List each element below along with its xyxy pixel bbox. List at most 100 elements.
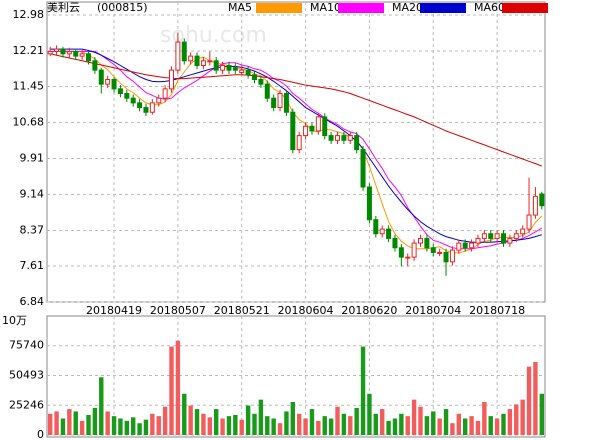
candle-body [79,53,85,57]
volume-bar [411,399,417,435]
x-tick-label: 20180419 [86,304,142,317]
ma-line [50,51,543,250]
volume-bar [373,413,379,435]
volume-bar [322,416,327,435]
candle-body [386,228,392,239]
candle-body [411,242,417,258]
y-tick-label: 12.21 [13,44,45,57]
volume-bar [501,413,506,435]
candle-body [379,228,385,235]
price-frame [46,1,546,303]
y-tick-label: 12.98 [13,8,45,21]
candle-body [277,93,283,109]
volume-bar [213,409,219,435]
x-tick-label: 20180507 [150,304,206,317]
volume-bar [386,420,391,435]
y-tick-label: 7.61 [20,259,45,272]
y-tick-label: 25246 [9,398,44,411]
legend-label: MA60 [474,1,505,14]
volume-bar [309,409,315,435]
volume-bar [456,413,462,435]
candle-body [271,97,277,109]
candle-body [513,233,519,239]
chart-subtitle: (000815) [97,1,148,14]
volume-bar [303,418,308,435]
volume-bar [111,416,117,435]
ma-line [50,53,542,167]
volume-bar [188,405,193,435]
volume-bar [220,418,225,435]
volume-bar [290,402,296,435]
candle-body [309,125,315,132]
volume-bar [520,399,525,435]
candle-body [117,88,123,95]
volume-bar [92,407,98,435]
volume-bar [265,416,270,435]
candle-body [137,102,143,109]
candle-body [354,135,360,151]
volume-bar [360,346,366,435]
volume-bar [99,377,104,435]
candle-body [98,69,104,85]
volume-bar [156,416,161,435]
candle-body [124,93,130,99]
candle-body [520,228,526,235]
legend-swatch [256,3,302,13]
volume-bar [258,399,264,435]
candle-body [398,247,404,258]
candle-body [303,125,309,137]
candle-body [283,93,289,113]
ma-line [50,48,542,243]
candle-body [162,88,168,99]
volume-bar [462,418,468,435]
candle-body [360,149,366,188]
candle-body [258,79,264,85]
x-tick-label: 20180521 [214,304,270,317]
candle-body [341,135,347,141]
candle-body [296,135,302,151]
legend-label: MA5 [228,1,252,14]
volume-bar [328,418,334,435]
candle-body [60,48,66,55]
candle-body [130,97,136,104]
volume-bar [399,413,404,435]
x-tick-label: 20180604 [278,304,334,317]
candle-body [207,60,213,63]
candle-body [105,79,111,85]
volume-bar [348,416,353,435]
candle-body [149,102,155,113]
legend-swatch [420,3,466,13]
candle-body [405,256,411,259]
candle-body [315,116,321,132]
volume-bar [118,418,123,435]
volume-bar [175,340,181,435]
volume-bar [354,407,359,435]
volume-bar [405,416,410,435]
y-tick-label: 8.37 [20,223,45,236]
candle-body [322,116,328,137]
candle-body [526,214,532,230]
volume-bar [162,406,168,435]
candle-body [443,251,449,263]
candle-body [252,74,257,81]
volume-bar [488,416,493,435]
y-tick-label: 0 [37,428,44,440]
volume-bar [392,418,398,435]
volume-bar [341,413,347,435]
volume-bar [207,417,213,435]
volume-bar [316,420,321,435]
candle-body [532,195,538,216]
x-tick-label: 20180620 [341,304,397,317]
ma-line [50,51,543,254]
candle-body [456,242,462,251]
volume-bar [431,411,436,435]
candle-body [392,237,398,249]
volume-bar [424,416,430,435]
candle-body [181,41,187,62]
candle-body [213,60,219,71]
candle-body [239,69,245,73]
candle-body [373,219,379,235]
volume-bar [79,420,85,435]
candle-body [430,247,436,253]
